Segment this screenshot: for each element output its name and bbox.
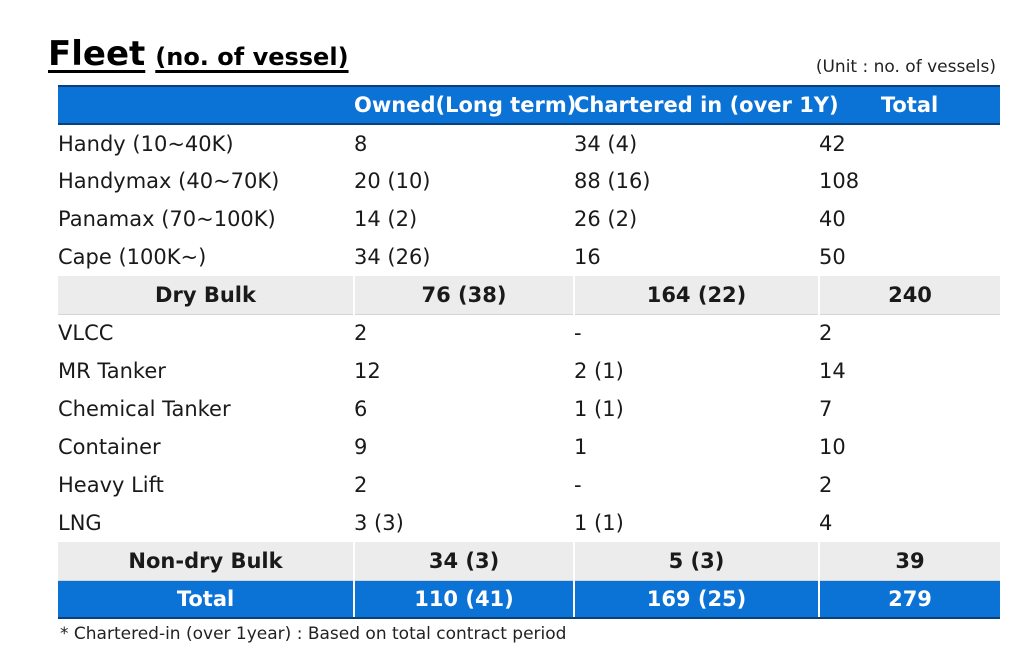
owned-value: 34 (3) xyxy=(353,542,574,581)
chartered-value: 16 xyxy=(574,245,601,269)
total-value: 10 xyxy=(819,435,846,459)
chartered-value: - xyxy=(574,321,582,346)
total-value: 2 xyxy=(819,473,833,497)
subtotal-row-dry-bulk: Dry Bulk 76 (38) 164 (22) 240 xyxy=(58,276,1000,315)
chartered-value: 169 (25) xyxy=(573,580,819,619)
owned-value: 20 (10) xyxy=(354,169,431,193)
table-row: Handymax (40~70K) 20 (10) 88 (16) 108 xyxy=(58,162,1000,200)
table-header-row: Owned(Long term) Chartered in (over 1Y) … xyxy=(58,85,1000,125)
vessel-type: Panamax (70~100K) xyxy=(58,207,276,231)
total-value: 2 xyxy=(819,321,833,346)
owned-value: 110 (41) xyxy=(353,580,574,619)
owned-value: 76 (38) xyxy=(353,276,574,315)
subtotal-label: Dry Bulk xyxy=(58,276,354,315)
owned-value: 34 (26) xyxy=(354,245,431,269)
page-title: Fleet (no. of vessel) xyxy=(48,34,349,77)
total-value: 279 xyxy=(818,580,1000,619)
title-main: Fleet xyxy=(48,34,146,74)
header-total: Total xyxy=(819,85,1000,125)
fleet-table: Owned(Long term) Chartered in (over 1Y) … xyxy=(58,85,1000,619)
chartered-value: 1 xyxy=(574,435,588,459)
vessel-type: VLCC xyxy=(58,321,114,346)
chartered-value: 164 (22) xyxy=(573,276,819,315)
total-value: 40 xyxy=(819,207,846,231)
total-value: 14 xyxy=(819,359,846,383)
chartered-value: 1 (1) xyxy=(574,397,624,421)
chartered-value: 88 (16) xyxy=(574,169,651,193)
footnote: * Chartered-in (over 1year) : Based on t… xyxy=(60,624,567,644)
subtotal-row-non-dry-bulk: Non-dry Bulk 34 (3) 5 (3) 39 xyxy=(58,542,1000,581)
owned-value: 14 (2) xyxy=(354,207,418,231)
table-row: VLCC 2 - 2 xyxy=(58,314,1000,352)
chartered-value: 2 (1) xyxy=(574,359,624,383)
grand-total-row: Total 110 (41) 169 (25) 279 xyxy=(58,580,1000,619)
owned-value: 2 xyxy=(354,321,368,346)
table-row: Cape (100K~) 34 (26) 16 50 xyxy=(58,238,1000,276)
table-row: Container 9 1 10 xyxy=(58,428,1000,466)
chartered-value: - xyxy=(574,473,582,497)
vessel-type: Handy (10~40K) xyxy=(58,131,234,156)
table-row: Panamax (70~100K) 14 (2) 26 (2) 40 xyxy=(58,200,1000,238)
vessel-type: LNG xyxy=(58,511,102,535)
chartered-value: 34 (4) xyxy=(574,131,638,156)
owned-value: 6 xyxy=(354,397,368,421)
table-row: LNG 3 (3) 1 (1) 4 xyxy=(58,504,1000,542)
table-row: Chemical Tanker 6 1 (1) 7 xyxy=(58,390,1000,428)
vessel-type: Handymax (40~70K) xyxy=(58,169,280,193)
vessel-type: Heavy Lift xyxy=(58,473,164,497)
total-value: 108 xyxy=(819,169,860,193)
vessel-type: Container xyxy=(58,435,161,459)
total-value: 7 xyxy=(819,397,833,421)
total-value: 39 xyxy=(818,542,1000,581)
header-owned: Owned(Long term) xyxy=(354,85,576,125)
total-value: 50 xyxy=(819,245,846,269)
header-blank xyxy=(58,85,354,125)
chartered-value: 26 (2) xyxy=(574,207,638,231)
title-sub: (no. of vessel) xyxy=(155,43,349,71)
table-row: MR Tanker 12 2 (1) 14 xyxy=(58,352,1000,390)
table-row: Handy (10~40K) 8 34 (4) 42 xyxy=(58,124,1000,162)
vessel-type: Cape (100K~) xyxy=(58,245,207,269)
vessel-type: Chemical Tanker xyxy=(58,397,231,421)
owned-value: 2 xyxy=(354,473,368,497)
total-value: 42 xyxy=(819,131,846,156)
unit-note: (Unit : no. of vessels) xyxy=(815,57,996,77)
total-value: 240 xyxy=(818,276,1000,315)
vessel-type: MR Tanker xyxy=(58,359,166,383)
chartered-value: 1 (1) xyxy=(574,511,624,535)
owned-value: 3 (3) xyxy=(354,511,404,535)
owned-value: 8 xyxy=(354,131,368,156)
header-chartered: Chartered in (over 1Y) xyxy=(574,85,839,125)
owned-value: 12 xyxy=(354,359,381,383)
total-value: 4 xyxy=(819,511,833,535)
table-row: Heavy Lift 2 - 2 xyxy=(58,466,1000,504)
owned-value: 9 xyxy=(354,435,368,459)
grand-total-label: Total xyxy=(58,580,354,619)
chartered-value: 5 (3) xyxy=(573,542,819,581)
subtotal-label: Non-dry Bulk xyxy=(58,542,354,581)
